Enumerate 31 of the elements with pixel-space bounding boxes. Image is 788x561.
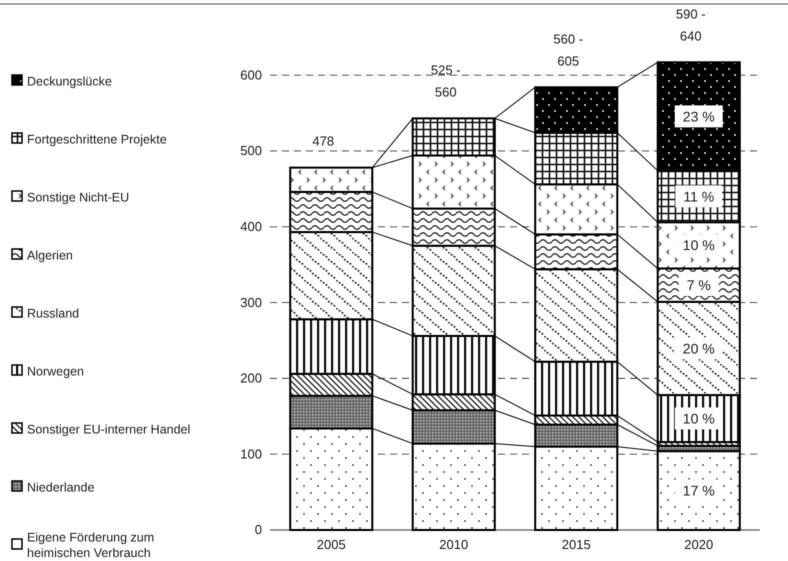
legend-label: Algerien (27, 248, 73, 262)
annotation: 11 % (683, 188, 714, 204)
annotation: 10 % (682, 410, 715, 426)
annotation: 20 % (682, 340, 715, 356)
x-tick-label: 2020 (684, 537, 714, 552)
x-tick-label: 2005 (316, 537, 346, 552)
x-tick-label: 2010 (439, 537, 468, 552)
legend-label: Deckungslücke (27, 74, 112, 88)
x-tick-label: 2015 (562, 537, 591, 552)
y-tick-label: 400 (240, 218, 262, 234)
legend-label: Sonstige Nicht-EU (27, 190, 130, 204)
annotation: 17 % (682, 482, 715, 498)
annotation: 7 % (686, 277, 711, 294)
legend-label: Norwegen (27, 364, 84, 378)
annotation: 23 % (682, 108, 715, 124)
annotation: 10 % (682, 237, 715, 254)
y-tick-label: 100 (240, 446, 262, 462)
legend-label: Russland (27, 306, 80, 320)
total-label: 560 - 605 (553, 31, 584, 68)
total-label: 525 - 560 (430, 62, 461, 100)
legend-label: Sonstiger EU-interner Handel (27, 422, 190, 436)
total-label: 478 (312, 134, 334, 149)
total-label: 590 - 640 (676, 6, 706, 44)
y-tick-label: 300 (240, 294, 262, 310)
y-tick-label: 200 (240, 370, 262, 386)
y-tick-label: 500 (240, 143, 262, 158)
legend-label: Niederlande (27, 480, 94, 494)
y-tick-label: 600 (240, 67, 262, 82)
legend-label: Eigene Förderung zum heimischen Verbrauch (27, 530, 154, 560)
legend-label: Fortgeschrittene Projekte (27, 132, 167, 146)
y-tick-label: 0 (254, 522, 262, 538)
